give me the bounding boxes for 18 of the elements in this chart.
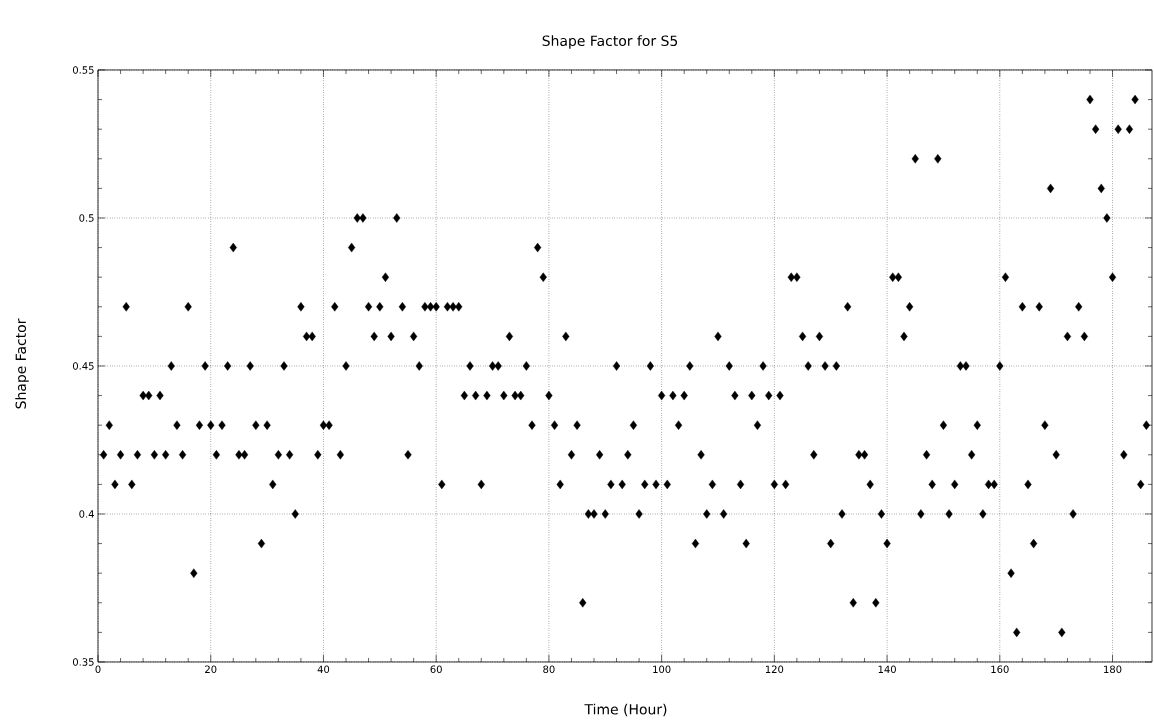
- x-tick-label: 180: [1104, 665, 1122, 674]
- y-tick-label: 0.45: [72, 362, 94, 370]
- y-tick-label: 0.5: [79, 214, 94, 222]
- x-tick-label: 120: [765, 665, 784, 674]
- x-tick-label: 60: [430, 665, 442, 674]
- x-tick-label: 100: [653, 665, 671, 674]
- y-tick-label: 0.4: [79, 510, 94, 518]
- y-axis-title: Shape Factor: [15, 318, 29, 409]
- x-tick-label: 20: [205, 665, 217, 674]
- x-axis-title: Time (Hour): [584, 703, 667, 717]
- x-tick-label: 80: [543, 665, 555, 674]
- x-tick-label: 160: [991, 665, 1009, 674]
- x-tick-label: 40: [317, 665, 330, 674]
- y-tick-label: 0.55: [72, 66, 94, 74]
- chart-title: Shape Factor for S5: [542, 35, 678, 49]
- x-tick-label: 140: [878, 665, 896, 674]
- x-tick-label: 0: [95, 665, 101, 674]
- y-tick-label: 0.35: [72, 658, 94, 666]
